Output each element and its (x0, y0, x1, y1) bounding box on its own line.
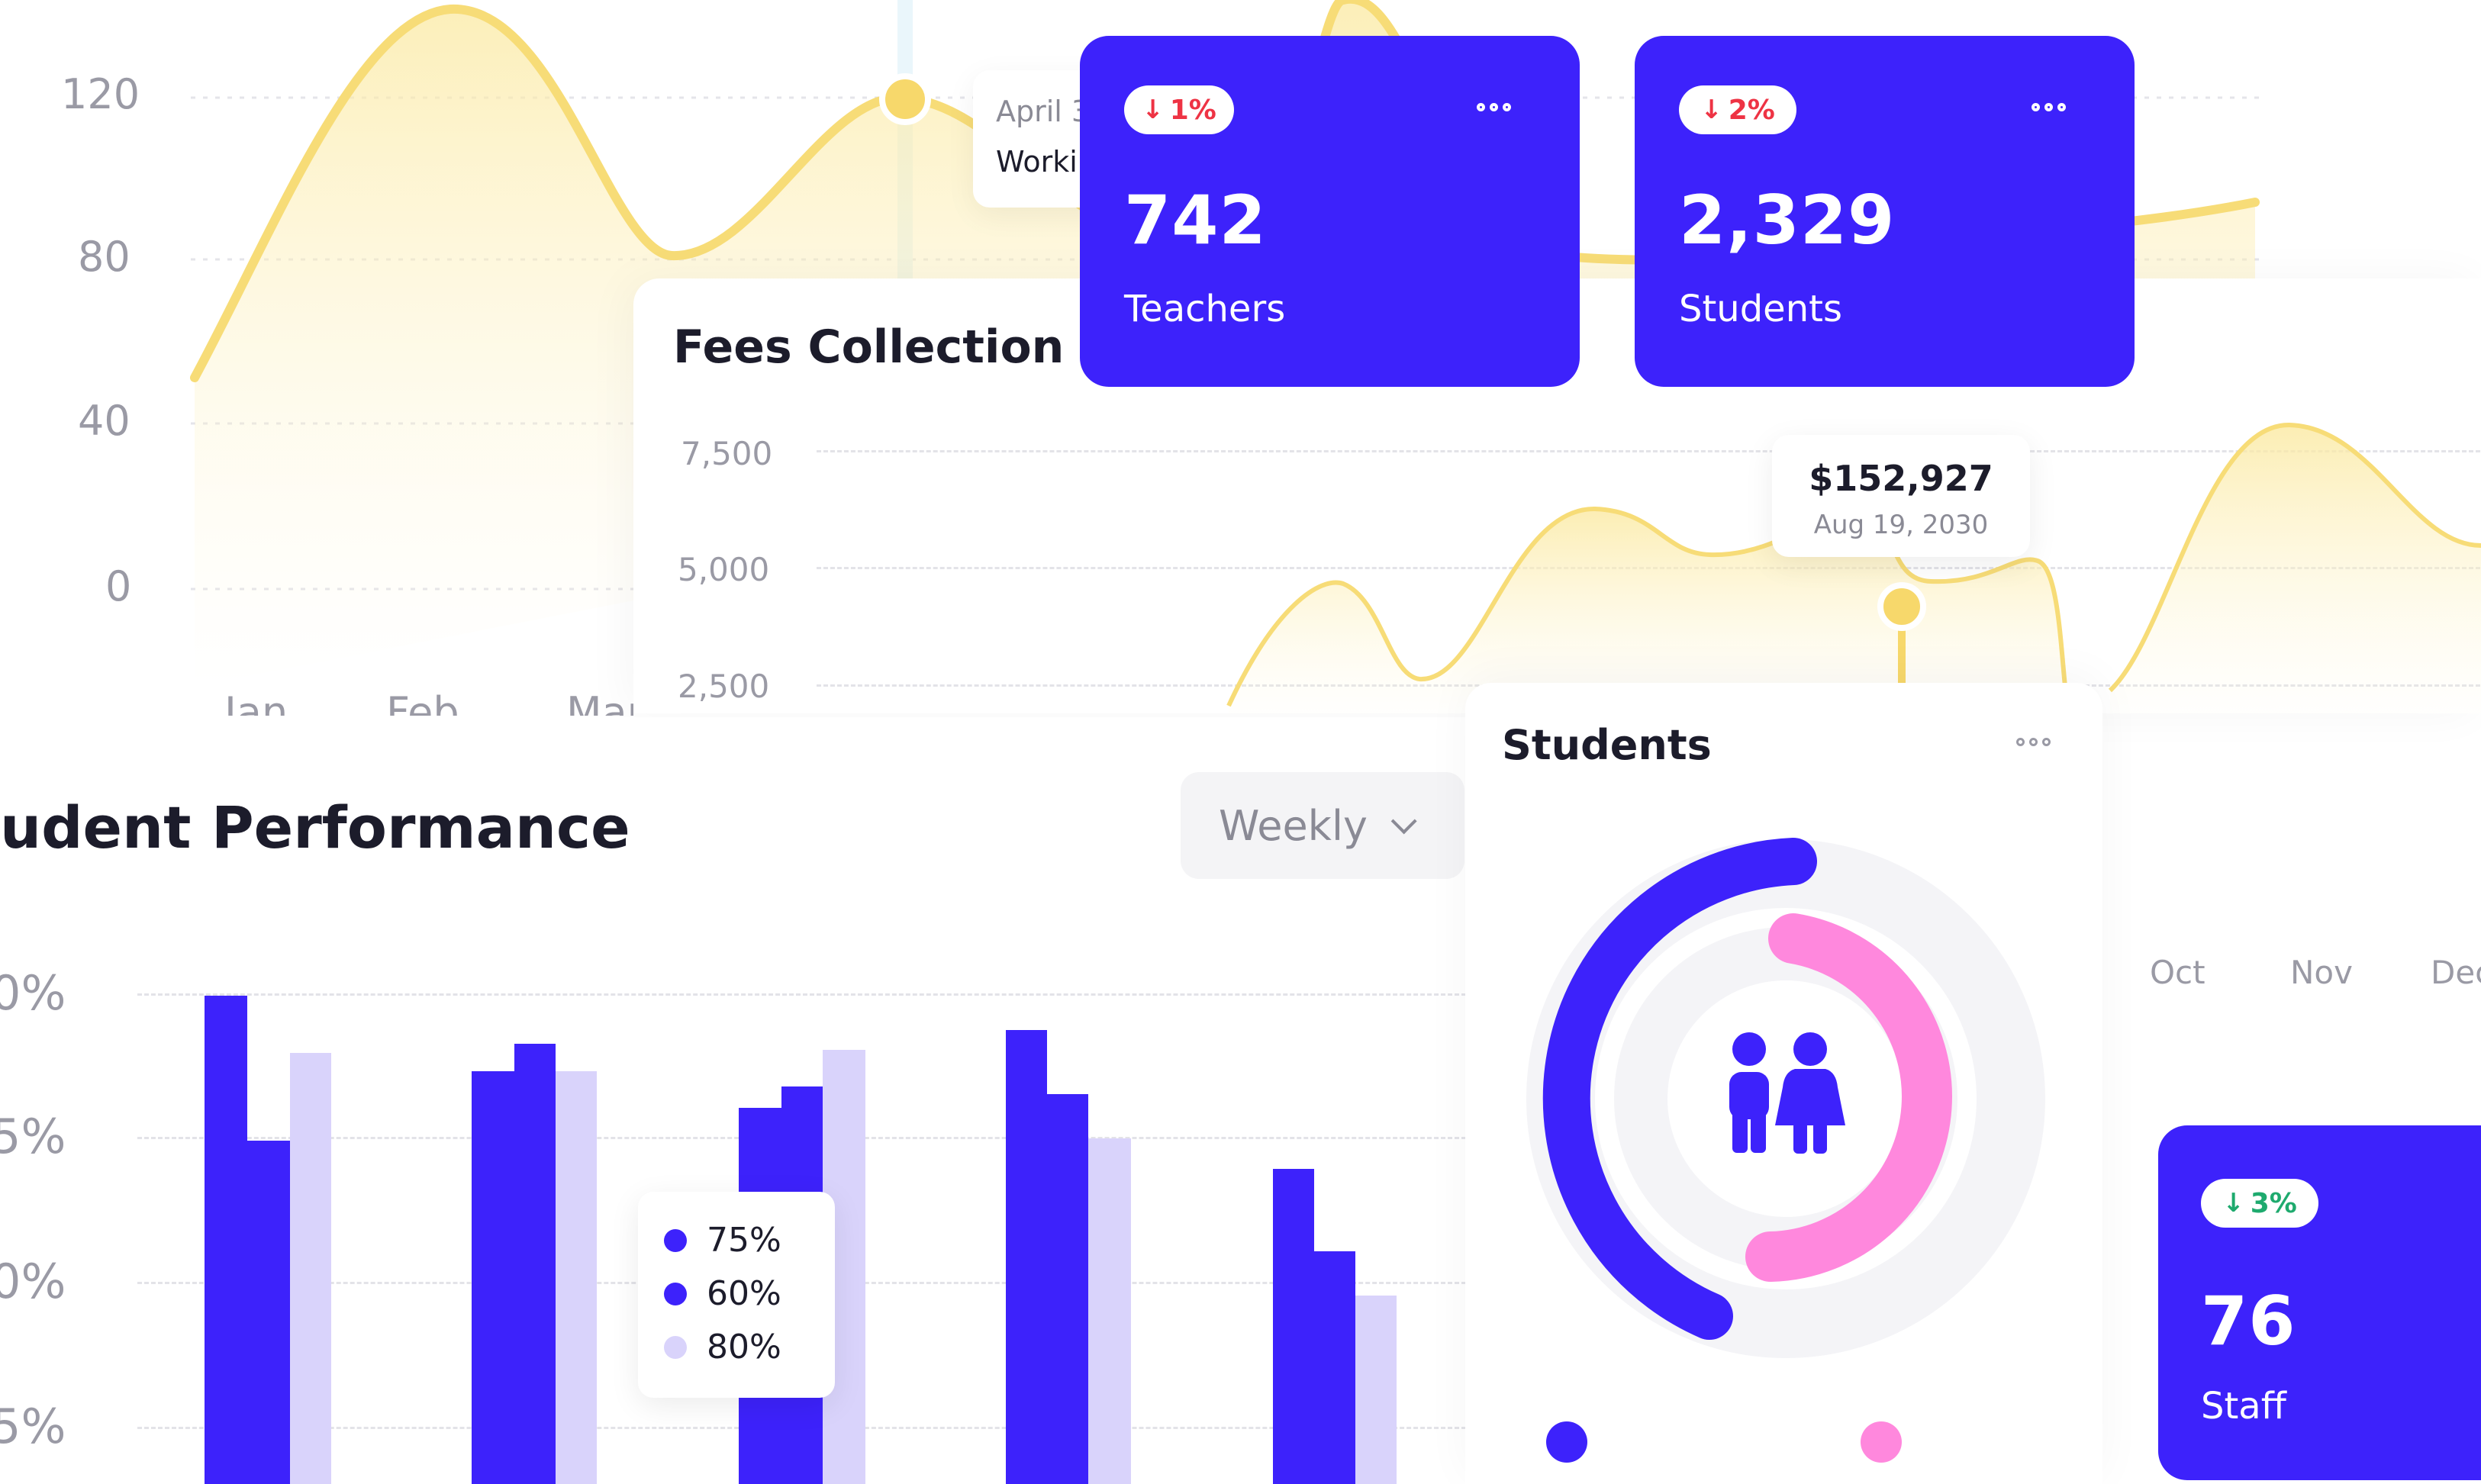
attendance-x-tick: Feb (386, 688, 459, 716)
legend-item: 75% (664, 1221, 781, 1260)
fees-y-tick: 7,500 (681, 435, 773, 472)
fees-collection-title: Fees Collection (673, 320, 1065, 374)
more-dots-icon[interactable] (2032, 103, 2066, 111)
staff-trend-value: 3% (2250, 1187, 2297, 1219)
teachers-trend-value: 1% (1169, 94, 1216, 126)
legend-dot-boys (1546, 1421, 1587, 1463)
fees-y-tick: 5,000 (678, 551, 770, 588)
fees-area-right (2110, 424, 2481, 713)
legend-dot (664, 1335, 687, 1359)
legend-label: 75% (707, 1221, 781, 1260)
legend-dot (664, 1228, 687, 1252)
performance-gridline (137, 993, 1473, 996)
attendance-x-tick: Jan (224, 688, 288, 716)
students-count: 2,329 (1679, 181, 1896, 259)
bar-group-4 (1006, 1030, 1131, 1484)
students-donut-card: Students (1465, 683, 2102, 1484)
attendance-y-tick: 0 (105, 562, 132, 610)
period-select[interactable]: Weekly (1181, 772, 1464, 879)
bar-group-2 (472, 1044, 597, 1484)
donut-girls-arc (1745, 913, 1952, 1282)
performance-bar (205, 996, 247, 1484)
attendance-tooltip-label: Workin (996, 145, 1096, 179)
performance-bar (1006, 1030, 1047, 1484)
student-performance-title: udent Performance (0, 794, 630, 861)
teachers-label: Teachers (1124, 288, 1286, 330)
student-performance-card: udent Performance Weekly 0% 5% 0% 5% (0, 717, 1473, 1484)
attendance-y-tick: 40 (78, 397, 130, 445)
performance-y-tick: 5% (0, 1109, 66, 1164)
students-donut-title: Students (1502, 721, 1712, 769)
legend-dot (664, 1282, 687, 1305)
performance-y-tick: 5% (0, 1399, 66, 1454)
performance-bar (1047, 1094, 1088, 1484)
legend-label: 80% (707, 1328, 781, 1367)
attendance-x-axis-clip: Jan Feb Mar (191, 671, 633, 716)
performance-bar (472, 1071, 514, 1484)
students-trend-value: 2% (1728, 94, 1775, 126)
staff-stat-card[interactable]: ↓ 3% 76 Staff (2158, 1125, 2481, 1480)
students-icon (1729, 1032, 1845, 1154)
performance-bar (1355, 1296, 1397, 1484)
attendance-hover-point[interactable] (879, 73, 931, 125)
staff-count: 76 (2201, 1282, 2296, 1360)
attendance-y-tick: 80 (78, 233, 130, 281)
attendance-tooltip-date: April 3 (996, 95, 1091, 128)
fees-area (1229, 508, 2068, 713)
fees-tooltip: $152,927 Aug 19, 2030 (1772, 435, 2030, 557)
attendance-y-tick: 120 (61, 70, 140, 118)
fees-hover-point[interactable] (1877, 582, 1926, 631)
period-select-value: Weekly (1219, 801, 1368, 850)
fees-line-right (2108, 422, 2481, 693)
students-label: Students (1679, 288, 1842, 330)
arrow-down-icon: ↓ (1700, 95, 1722, 125)
legend-item: 60% (664, 1274, 781, 1313)
performance-legend: 75% 60% 80% (638, 1192, 835, 1398)
staff-trend-badge: ↓ 3% (2201, 1179, 2318, 1228)
performance-bar (514, 1044, 556, 1484)
teachers-stat-card[interactable]: ↓ 1% 742 Teachers (1080, 36, 1580, 387)
arrow-down-icon: ↓ (1142, 95, 1164, 125)
arrow-down-icon: ↓ (2222, 1188, 2244, 1218)
bar-group-1 (205, 996, 331, 1484)
performance-y-tick: 0% (0, 1254, 66, 1309)
more-dots-icon[interactable] (1477, 103, 1511, 111)
performance-bar (1273, 1169, 1314, 1484)
legend-item: 80% (664, 1328, 781, 1367)
legend-dot-girls (1861, 1421, 1902, 1463)
more-dots-icon[interactable] (2016, 738, 2051, 746)
performance-bar (1088, 1138, 1131, 1484)
performance-bar (290, 1053, 331, 1484)
students-stat-card[interactable]: ↓ 2% 2,329 Students (1635, 36, 2135, 387)
fees-x-axis: Oct Nov Dec (2102, 931, 2481, 1007)
staff-label: Staff (2201, 1385, 2286, 1428)
performance-y-tick: 0% (0, 965, 66, 1021)
teachers-count: 742 (1124, 181, 1267, 259)
teachers-trend-badge: ↓ 1% (1124, 85, 1234, 134)
students-donut-chart (1526, 838, 2045, 1463)
donut-boys-arc (1542, 838, 1817, 1340)
performance-bar (556, 1071, 597, 1484)
bar-group-5 (1273, 1169, 1397, 1484)
performance-bar (247, 1141, 290, 1484)
fees-x-tick: Dec (2431, 954, 2481, 991)
fees-x-tick: Oct (2150, 954, 2206, 991)
fees-gridline (817, 450, 2480, 452)
fees-y-tick: 2,500 (678, 668, 770, 705)
students-trend-badge: ↓ 2% (1679, 85, 1796, 134)
fees-tooltip-value: $152,927 (1809, 458, 1993, 499)
fees-line (1226, 506, 2070, 714)
fees-tooltip-date: Aug 19, 2030 (1813, 510, 1989, 540)
attendance-x-tick: Mar (566, 688, 633, 716)
fees-x-tick: Nov (2290, 954, 2353, 991)
legend-label: 60% (707, 1274, 781, 1313)
performance-bar (1314, 1251, 1355, 1484)
